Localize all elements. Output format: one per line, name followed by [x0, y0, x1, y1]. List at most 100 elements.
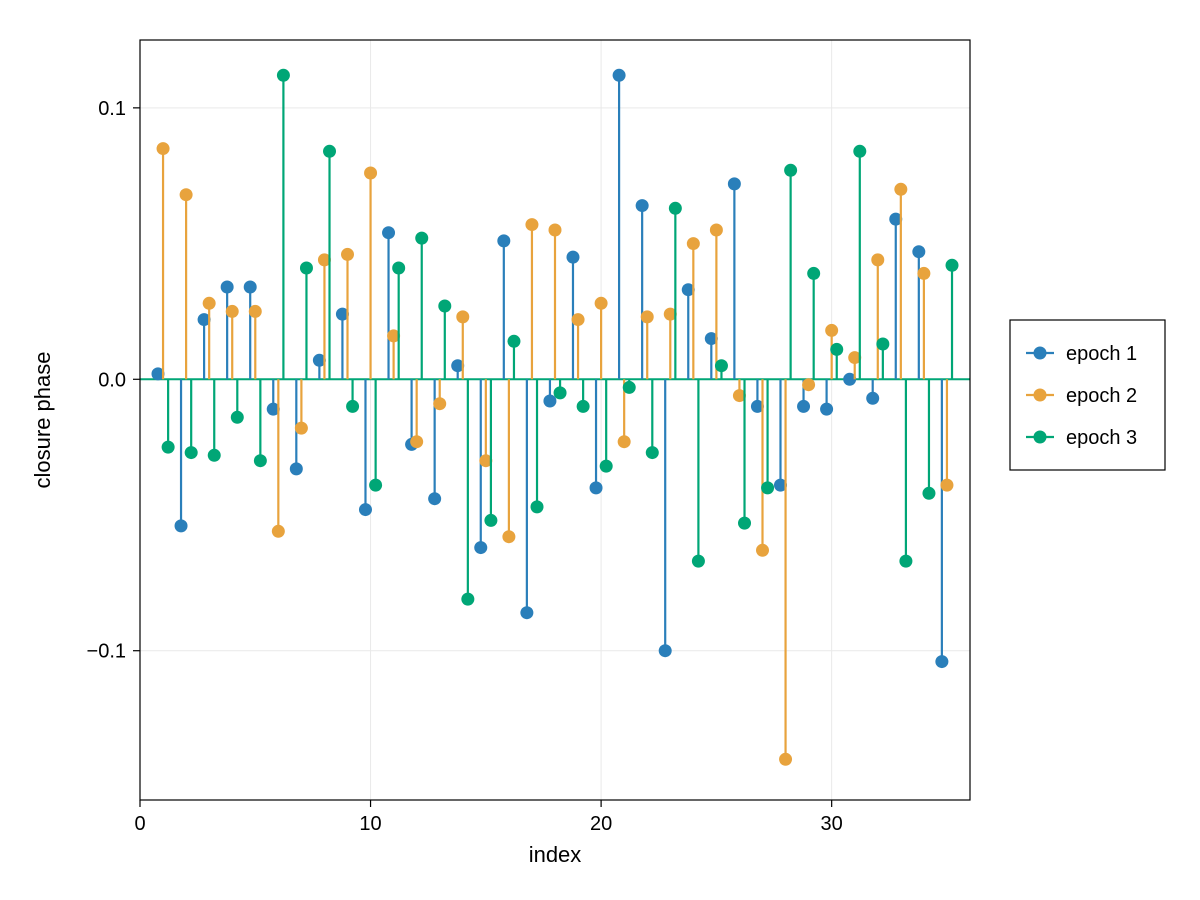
- marker: [636, 199, 649, 212]
- x-tick-label: 0: [134, 813, 145, 835]
- marker: [484, 514, 497, 527]
- marker: [180, 188, 193, 201]
- marker: [618, 435, 631, 448]
- marker: [341, 248, 354, 261]
- marker: [566, 251, 579, 264]
- marker: [756, 544, 769, 557]
- marker: [392, 262, 405, 275]
- panel-background: [140, 40, 970, 800]
- marker: [175, 519, 188, 532]
- y-axis-label: closure phase: [30, 352, 55, 489]
- marker: [917, 267, 930, 280]
- marker: [531, 500, 544, 513]
- marker: [797, 400, 810, 413]
- marker: [946, 259, 959, 272]
- legend-swatch-marker: [1034, 389, 1047, 402]
- marker: [692, 555, 705, 568]
- marker: [784, 164, 797, 177]
- y-tick-label: −0.1: [87, 641, 126, 663]
- marker: [554, 386, 567, 399]
- marker: [572, 313, 585, 326]
- marker: [940, 479, 953, 492]
- marker: [295, 422, 308, 435]
- marker: [438, 300, 451, 313]
- marker: [290, 462, 303, 475]
- marker: [456, 310, 469, 323]
- marker: [738, 517, 751, 530]
- marker: [185, 446, 198, 459]
- marker: [613, 69, 626, 82]
- marker: [600, 460, 613, 473]
- marker: [899, 555, 912, 568]
- marker: [231, 411, 244, 424]
- marker: [254, 454, 267, 467]
- marker: [715, 359, 728, 372]
- marker: [659, 644, 672, 657]
- marker: [244, 281, 257, 294]
- marker: [359, 503, 372, 516]
- marker: [687, 237, 700, 250]
- marker: [623, 381, 636, 394]
- marker: [502, 530, 515, 543]
- x-axis-label: index: [529, 842, 582, 867]
- marker: [525, 218, 538, 231]
- legend-swatch-marker: [1034, 347, 1047, 360]
- marker: [761, 481, 774, 494]
- marker: [433, 397, 446, 410]
- marker: [935, 655, 948, 668]
- marker: [549, 224, 562, 237]
- marker: [807, 267, 820, 280]
- marker: [710, 224, 723, 237]
- marker: [461, 593, 474, 606]
- legend-item-label: epoch 2: [1066, 385, 1137, 407]
- marker: [820, 403, 833, 416]
- marker: [364, 167, 377, 180]
- chart-container: 0 10 20 30 −0.1 0.0 0.1 index closure phase epoch…: [0, 0, 1200, 900]
- marker: [894, 183, 907, 196]
- marker: [208, 449, 221, 462]
- marker: [595, 297, 608, 310]
- marker: [157, 142, 170, 155]
- legend-swatch-marker: [1034, 431, 1047, 444]
- marker: [221, 281, 234, 294]
- plot-panel: [140, 40, 970, 800]
- marker: [272, 525, 285, 538]
- marker: [497, 234, 510, 247]
- marker: [226, 305, 239, 318]
- marker: [876, 338, 889, 351]
- marker: [646, 446, 659, 459]
- x-tick-label: 10: [359, 813, 381, 835]
- marker: [830, 343, 843, 356]
- marker: [323, 145, 336, 158]
- marker: [346, 400, 359, 413]
- marker: [474, 541, 487, 554]
- marker: [520, 606, 533, 619]
- marker: [922, 487, 935, 500]
- marker: [428, 492, 441, 505]
- marker: [249, 305, 262, 318]
- marker: [825, 324, 838, 337]
- marker: [382, 226, 395, 239]
- marker: [853, 145, 866, 158]
- y-tick-label: 0.0: [98, 369, 126, 391]
- marker: [577, 400, 590, 413]
- marker: [590, 481, 603, 494]
- y-tick-label: 0.1: [98, 98, 126, 120]
- legend-item-label: epoch 3: [1066, 427, 1137, 449]
- marker: [277, 69, 290, 82]
- marker: [728, 177, 741, 190]
- marker: [415, 232, 428, 245]
- marker: [802, 378, 815, 391]
- marker: [866, 392, 879, 405]
- marker: [410, 435, 423, 448]
- marker: [507, 335, 520, 348]
- marker: [871, 253, 884, 266]
- x-tick-label: 30: [821, 813, 843, 835]
- marker: [641, 310, 654, 323]
- marker: [300, 262, 313, 275]
- legend: epoch 1 epoch 2 epoch 3: [1010, 320, 1165, 470]
- marker: [779, 753, 792, 766]
- marker: [162, 441, 175, 454]
- x-tick-label: 20: [590, 813, 612, 835]
- legend-item-label: epoch 1: [1066, 343, 1137, 365]
